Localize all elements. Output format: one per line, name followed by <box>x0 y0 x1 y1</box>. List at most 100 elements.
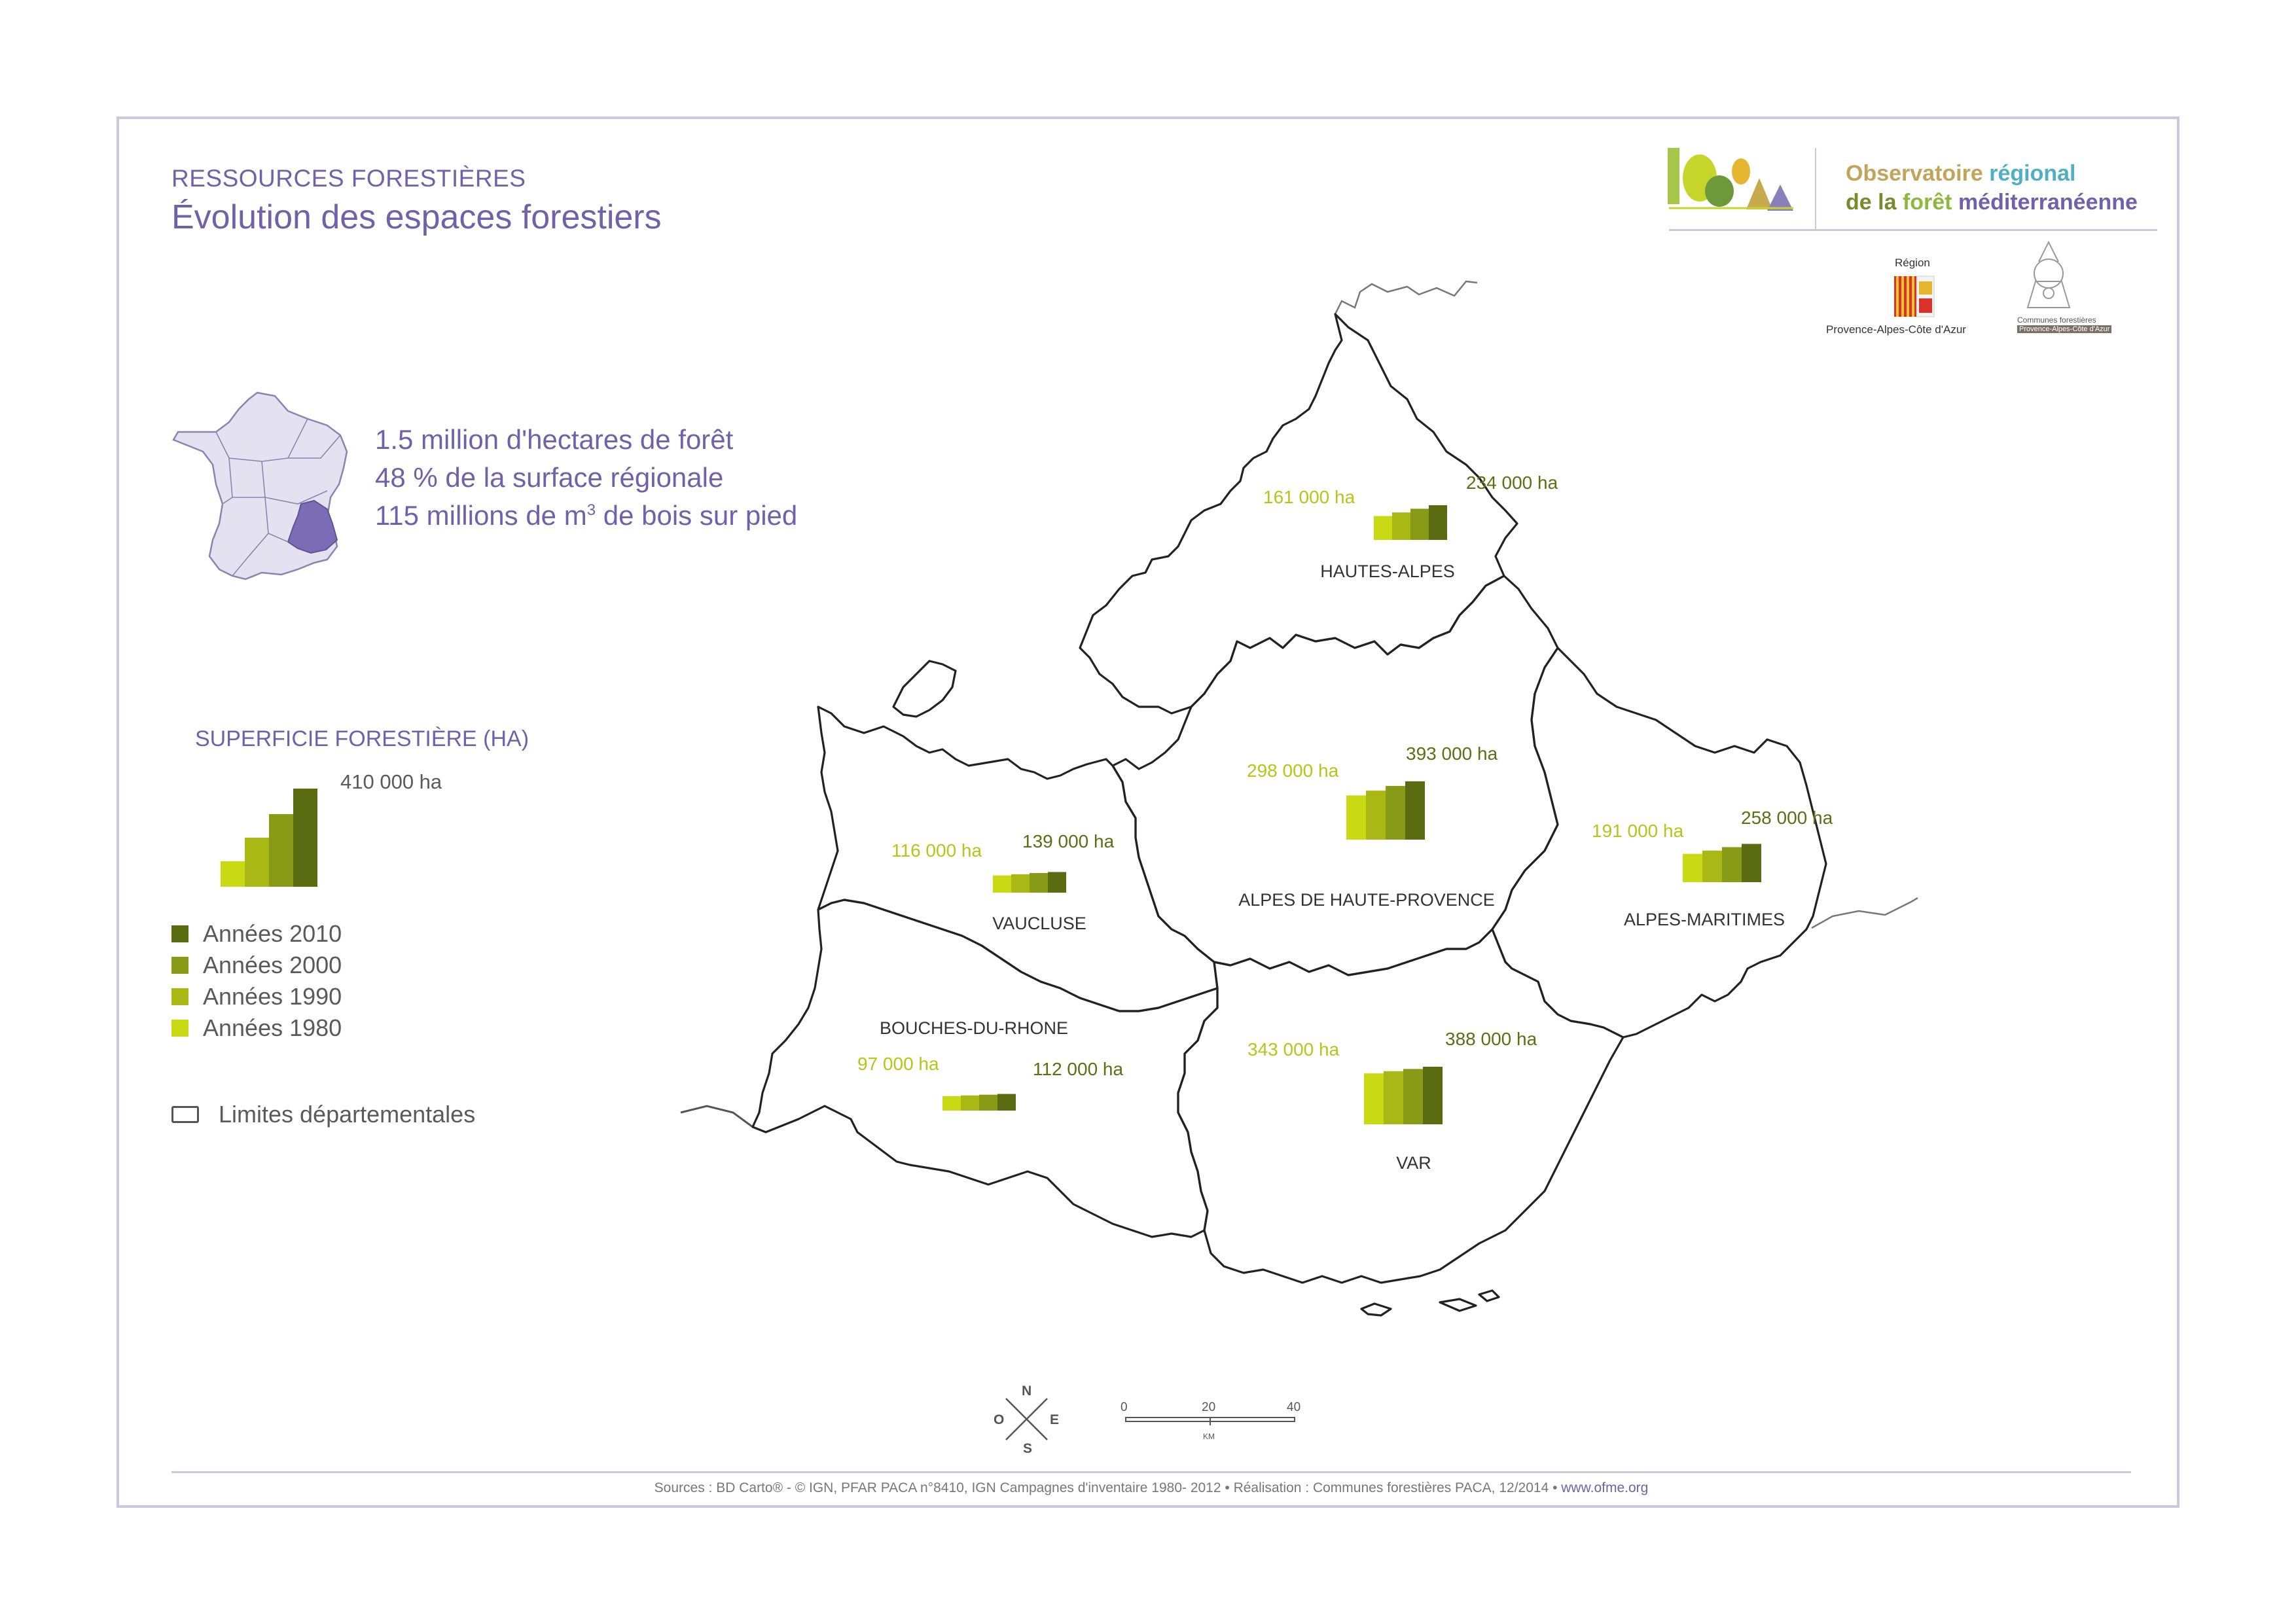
stat-standing-wood-prefix: 115 millions de m <box>375 500 587 531</box>
dept-label-var: VAR <box>1396 1153 1431 1173</box>
department-bars <box>942 505 1761 1124</box>
scale-bar <box>1125 1417 1295 1425</box>
value-high-var: 388 000 ha <box>1445 1029 1537 1049</box>
dept-label-alpes-maritimes: ALPES-MARITIMES <box>1623 910 1785 929</box>
scale-unit: KM <box>1203 1432 1215 1441</box>
legend-department-limits: Limites départementales <box>171 1099 475 1130</box>
dept-bouches-du-rhone-bar-2 <box>979 1094 997 1111</box>
legend-max-label: 410 000 ha <box>340 770 442 793</box>
dept-label-hautes-alpes: HAUTES-ALPES <box>1320 562 1455 581</box>
dept-alpes-maritimes-bar-3 <box>1742 844 1761 882</box>
dept-vaucluse-bar-1 <box>1011 874 1030 893</box>
value-low-vaucluse: 116 000 ha <box>891 840 982 861</box>
communes-forestieres-logo <box>2026 240 2071 308</box>
dept-var-bar-0 <box>1364 1073 1384 1124</box>
ofme-title-line2: de la forêt méditerranéenne <box>1846 190 2138 215</box>
ofme-title-observatoire: Observatoire <box>1846 161 1990 186</box>
footer-sources: Sources : BD Carto® - © IGN, PFAR PACA n… <box>171 1480 2131 1496</box>
dept-alpes-maritimes-bar-2 <box>1722 847 1742 882</box>
island-2 <box>1439 1298 1477 1312</box>
legend-bars <box>221 789 317 887</box>
logo-rule <box>1669 229 2157 231</box>
ofme-title-regional: régional <box>1989 161 2076 186</box>
legend-item-2000: Années 2000 <box>171 952 342 978</box>
value-high-alpes-maritimes: 258 000 ha <box>1741 808 1833 828</box>
stat-standing-wood-sup: 3 <box>586 501 596 519</box>
legend-item-1990: Années 1990 <box>171 983 342 1010</box>
region-logo-label: Région <box>1895 257 1930 269</box>
legend-label-1980: Années 1980 <box>203 1014 342 1041</box>
logo-divider <box>1815 148 1816 229</box>
dept-var-bar-3 <box>1423 1066 1443 1124</box>
legend-bar-1 <box>245 838 269 887</box>
dept-alpes-maritimes-bar-1 <box>1702 850 1722 882</box>
dept-label-alpes-de-haute-provence: ALPES DE HAUTE-PROVENCE <box>1238 890 1495 910</box>
legend-label-1990: Années 1990 <box>203 983 342 1010</box>
legend-item-2010: Années 2010 <box>171 920 342 947</box>
value-high-vaucluse: 139 000 ha <box>1022 831 1115 851</box>
dept-bouches-du-rhone-bar-0 <box>942 1096 961 1111</box>
dept-hautes-alpes-bar-0 <box>1374 516 1392 540</box>
legend-bar-2 <box>269 814 293 887</box>
region-coat-of-arms <box>1894 276 1935 317</box>
compass-o: O <box>994 1412 1005 1427</box>
dept-alpes-de-haute-provence-bar-2 <box>1386 785 1405 840</box>
footer-link[interactable]: www.ofme.org <box>1561 1480 1649 1495</box>
legend-title: SUPERFICIE FORESTIÈRE (HA) <box>195 726 529 751</box>
compass-rose <box>1005 1398 1048 1440</box>
stat-forest-area: 1.5 million d'hectares de forêt <box>375 424 734 455</box>
compass-n: N <box>1022 1383 1032 1399</box>
value-high-alpes-de-haute-provence: 393 000 ha <box>1406 743 1498 764</box>
paca-highlight <box>287 499 338 554</box>
stat-standing-wood-suffix: de bois sur pied <box>596 500 798 531</box>
footer-text: Sources : BD Carto® - © IGN, PFAR PACA n… <box>654 1480 1562 1495</box>
outline-hautes-alpes <box>1079 313 1518 715</box>
national-border-north <box>1334 280 1478 315</box>
dept-label-bouches-du-rhone: BOUCHES-DU-RHONE <box>879 1018 1069 1038</box>
legend-bar-0 <box>221 861 245 887</box>
legend-swatch-2010 <box>171 925 188 942</box>
dept-vaucluse-bar-0 <box>993 875 1011 893</box>
coast-west <box>680 1105 753 1128</box>
ofme-title-mediterraneenne: méditerranéenne <box>1958 190 2138 215</box>
island-1 <box>1360 1302 1392 1317</box>
legend-item-1980: Années 1980 <box>171 1014 342 1041</box>
legend-bar-3 <box>293 789 317 887</box>
value-low-alpes-maritimes: 191 000 ha <box>1592 821 1684 841</box>
dept-label-vaucluse: VAUCLUSE <box>992 914 1086 933</box>
scale-label-20: 20 <box>1202 1400 1216 1414</box>
outline-bouches-du-rhone <box>751 899 1219 1238</box>
dept-bouches-du-rhone-bar-3 <box>997 1094 1016 1111</box>
page-frame <box>117 116 2179 1508</box>
france-inset-map <box>172 391 348 580</box>
dept-vaucluse-bar-2 <box>1030 873 1048 893</box>
value-low-bouches-du-rhone: 97 000 ha <box>857 1054 939 1074</box>
scale-label-40: 40 <box>1287 1400 1301 1414</box>
outline-vaucluse-enclave <box>892 660 957 718</box>
value-high-hautes-alpes: 234 000 ha <box>1466 473 1558 493</box>
island-3 <box>1478 1289 1500 1302</box>
stat-regional-share: 48 % de la surface régionale <box>375 462 724 493</box>
communes-forestieres-label: Communes forestières <box>2017 315 2096 325</box>
dept-alpes-de-haute-provence-bar-3 <box>1405 781 1425 840</box>
page-title: Évolution des espaces forestiers <box>171 198 662 236</box>
value-high-bouches-du-rhone: 112 000 ha <box>1033 1059 1124 1079</box>
footer-rule <box>171 1471 2131 1473</box>
ofme-title-foret: forêt <box>1902 190 1958 215</box>
legend-swatch-1990 <box>171 988 188 1005</box>
ofme-logo-mark <box>1668 148 1793 211</box>
value-low-alpes-de-haute-provence: 298 000 ha <box>1247 760 1339 781</box>
dept-var-bar-1 <box>1384 1071 1403 1124</box>
legend-limits-label: Limites départementales <box>219 1101 476 1128</box>
legend-swatch-2000 <box>171 957 188 974</box>
legend-label-2010: Années 2010 <box>203 920 342 947</box>
section-title: RESSOURCES FORESTIÈRES <box>171 165 526 192</box>
national-border-east <box>1811 897 1918 929</box>
ofme-title-line1: Observatoire régional <box>1846 161 2075 187</box>
outline-vaucluse <box>817 705 1219 1012</box>
ofme-title-de-la: de la <box>1846 190 1903 215</box>
dept-hautes-alpes-bar-2 <box>1410 508 1429 540</box>
region-logo-name: Provence-Alpes-Côte d'Azur <box>1826 323 1966 336</box>
dept-vaucluse-bar-3 <box>1048 872 1066 893</box>
